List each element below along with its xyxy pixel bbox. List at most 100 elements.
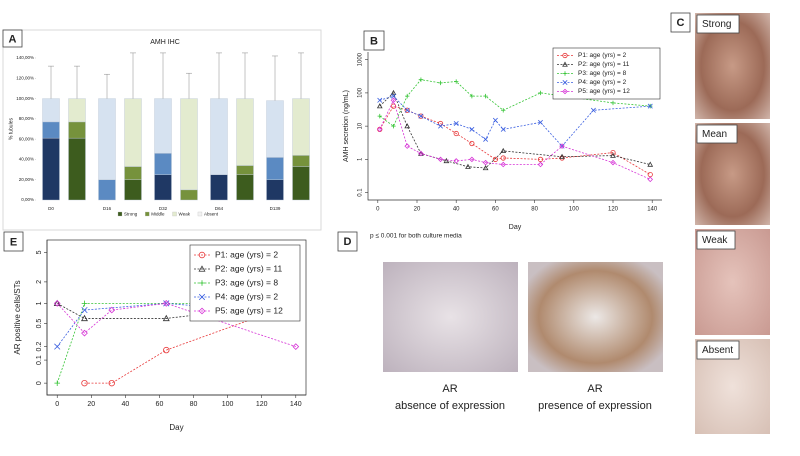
data-point (81, 306, 88, 314)
label-box (696, 14, 740, 34)
legend-box (189, 244, 301, 322)
legend-marker (199, 280, 205, 286)
data-point (537, 161, 544, 168)
data-point (590, 107, 596, 113)
legend-swatch (117, 211, 123, 217)
data-point (81, 380, 88, 387)
x-tick-label: D64 (215, 206, 224, 211)
data-point (404, 107, 410, 113)
bar-segment (154, 153, 172, 175)
data-point (647, 171, 653, 178)
panel-letter-box (337, 231, 358, 252)
chart-title: AMH IHC (150, 39, 180, 46)
data-point (492, 117, 498, 123)
legend-label: Absent (204, 212, 219, 217)
data-point (292, 343, 300, 350)
panel-letter-box (3, 231, 24, 252)
x-tick-label: 100 (222, 401, 234, 408)
data-point (81, 314, 88, 322)
photo (528, 262, 663, 372)
x-tick-label: 60 (492, 207, 499, 213)
y-tick-label: 60,00% (19, 136, 34, 141)
label-box (696, 230, 736, 250)
data-point (610, 150, 616, 156)
bar-segment (124, 179, 142, 201)
series-line (379, 95, 651, 147)
data-point (438, 80, 443, 86)
y-tick-label: 0.1 (358, 188, 364, 197)
legend-swatch (145, 211, 150, 217)
error-bar (186, 72, 192, 99)
panel-letter: B (370, 35, 378, 47)
bar-segment (210, 98, 228, 175)
x-tick-label: 120 (608, 207, 619, 213)
panel-letter-box (363, 30, 385, 51)
x-tick-label: D0 (48, 206, 54, 211)
series-line (57, 302, 296, 319)
data-point (500, 147, 507, 154)
data-point (418, 150, 424, 157)
bar-segment (292, 98, 310, 156)
bar-segment (236, 165, 254, 175)
y-axis-label: AR positive cells/STs (13, 280, 22, 354)
data-point (54, 380, 61, 386)
data-point (538, 90, 543, 96)
x-tick-label: D139 (270, 206, 281, 211)
legend-marker (198, 307, 206, 315)
panel-d: D AR absence of expression AR presence o… (337, 231, 663, 412)
data-point (376, 126, 383, 133)
data-point (647, 103, 653, 109)
legend-label: P1: age (yrs) = 2 (578, 52, 627, 59)
x-axis-label: Day (509, 224, 522, 231)
data-point (482, 164, 489, 171)
data-point (404, 123, 411, 129)
data-point (391, 123, 396, 129)
y-tick-label: 10 (358, 122, 364, 129)
y-tick-label: 0,00% (21, 197, 34, 202)
data-point (390, 93, 396, 99)
legend-marker (562, 80, 568, 85)
y-tick-label: 1000 (358, 52, 364, 66)
data-point (162, 314, 170, 322)
error-bar (104, 73, 110, 99)
bar-segment (266, 179, 284, 201)
error-bar (130, 52, 136, 99)
data-point (390, 89, 397, 96)
legend-label: P1: age (yrs) = 2 (215, 249, 278, 259)
y-tick-label: 1 (358, 157, 364, 161)
data-point (438, 123, 444, 129)
y-tick-label: 0.1 (36, 355, 43, 365)
bar-segment (236, 174, 254, 201)
data-point (610, 159, 616, 166)
x-tick-label: 20 (414, 207, 421, 213)
data-point (376, 103, 383, 109)
error-bar (160, 52, 166, 99)
data-point (453, 121, 459, 126)
data-point (108, 306, 116, 314)
y-tick-label: 2 (36, 280, 43, 284)
x-tick-label: 0 (55, 401, 59, 408)
caption: AR (587, 383, 602, 395)
x-tick-label: 80 (190, 401, 198, 408)
label-box (696, 340, 740, 360)
panel-letter: D (344, 236, 352, 248)
y-tick-label: 5 (36, 250, 43, 254)
series-line (379, 92, 651, 169)
data-point (537, 119, 543, 125)
data-point (501, 108, 506, 113)
error-bar (216, 52, 222, 99)
error-bar (74, 65, 80, 99)
legend-marker (562, 71, 568, 76)
error-bar (298, 52, 304, 99)
data-point (469, 93, 475, 99)
bar-segment (124, 166, 142, 180)
data-point (377, 113, 382, 119)
x-tick-label: 140 (647, 207, 658, 213)
photo-label: Mean (702, 129, 727, 140)
photo (383, 262, 518, 372)
bar-segment (154, 98, 172, 154)
bar-segment (180, 98, 198, 191)
bar-segment (98, 98, 116, 180)
x-tick-label: 0 (376, 207, 380, 213)
bar-segment (236, 98, 254, 166)
